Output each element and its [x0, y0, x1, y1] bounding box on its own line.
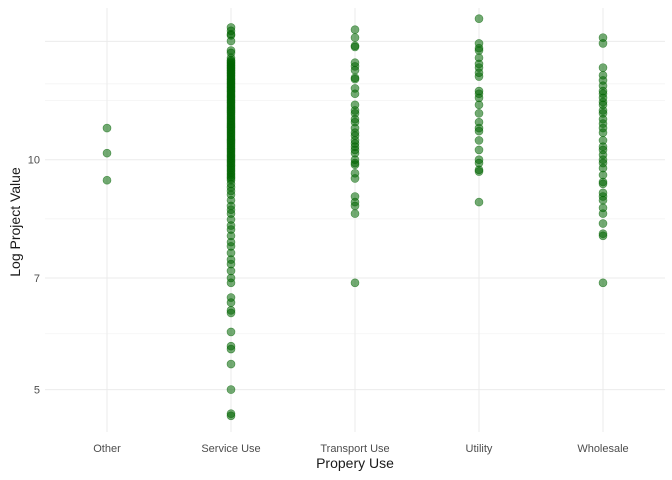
x-tick-label: Other — [93, 443, 121, 455]
data-point — [474, 145, 484, 155]
data-point — [474, 126, 484, 136]
data-point — [598, 63, 608, 72]
data-point — [350, 42, 360, 52]
data-point — [474, 109, 484, 118]
x-tick-label: Wholesale — [577, 443, 628, 455]
data-point — [350, 278, 360, 288]
x-axis-ticks: Other Service Use Transport Use Utility Whol… — [93, 443, 628, 455]
x-axis-title: Propery Use — [316, 455, 394, 471]
data-point — [350, 209, 360, 218]
data-point — [598, 231, 608, 241]
data-point — [598, 219, 608, 228]
data-point — [474, 100, 484, 110]
x-tick-label: Service Use — [201, 443, 260, 455]
data-point — [226, 344, 236, 354]
x-tick-label: Utility — [466, 443, 493, 455]
data-points — [102, 14, 608, 421]
data-point — [350, 160, 360, 170]
data-point — [350, 25, 360, 34]
data-point — [226, 278, 236, 288]
data-point — [474, 14, 484, 23]
data-point — [226, 308, 236, 318]
data-point — [474, 72, 484, 81]
data-point — [102, 148, 112, 158]
data-point — [350, 33, 360, 42]
data-point — [598, 179, 608, 189]
data-point — [226, 359, 236, 369]
y-tick-label: 7 — [34, 273, 40, 285]
y-tick-label: 10 — [28, 155, 40, 167]
y-axis-ticks: 5 7 10 — [28, 155, 40, 397]
data-point — [474, 136, 484, 145]
data-point — [350, 174, 360, 183]
data-point — [102, 175, 112, 185]
data-point — [226, 36, 236, 46]
data-point — [350, 89, 360, 99]
data-point — [102, 123, 112, 133]
data-point — [474, 46, 484, 55]
data-point — [226, 327, 236, 337]
data-point — [474, 197, 484, 207]
y-axis-title: Log Project Value — [7, 167, 23, 277]
data-point — [598, 278, 608, 288]
data-point — [598, 39, 608, 48]
data-point — [598, 128, 608, 137]
data-point — [226, 385, 236, 394]
data-point — [350, 65, 360, 75]
y-tick-label: 5 — [34, 385, 40, 397]
x-tick-label: Transport Use — [320, 443, 389, 455]
data-point — [350, 74, 360, 84]
data-point — [474, 167, 484, 176]
data-point — [350, 201, 360, 211]
data-point — [226, 298, 236, 307]
data-point — [226, 411, 236, 421]
data-point — [598, 209, 608, 218]
data-point — [598, 195, 608, 205]
